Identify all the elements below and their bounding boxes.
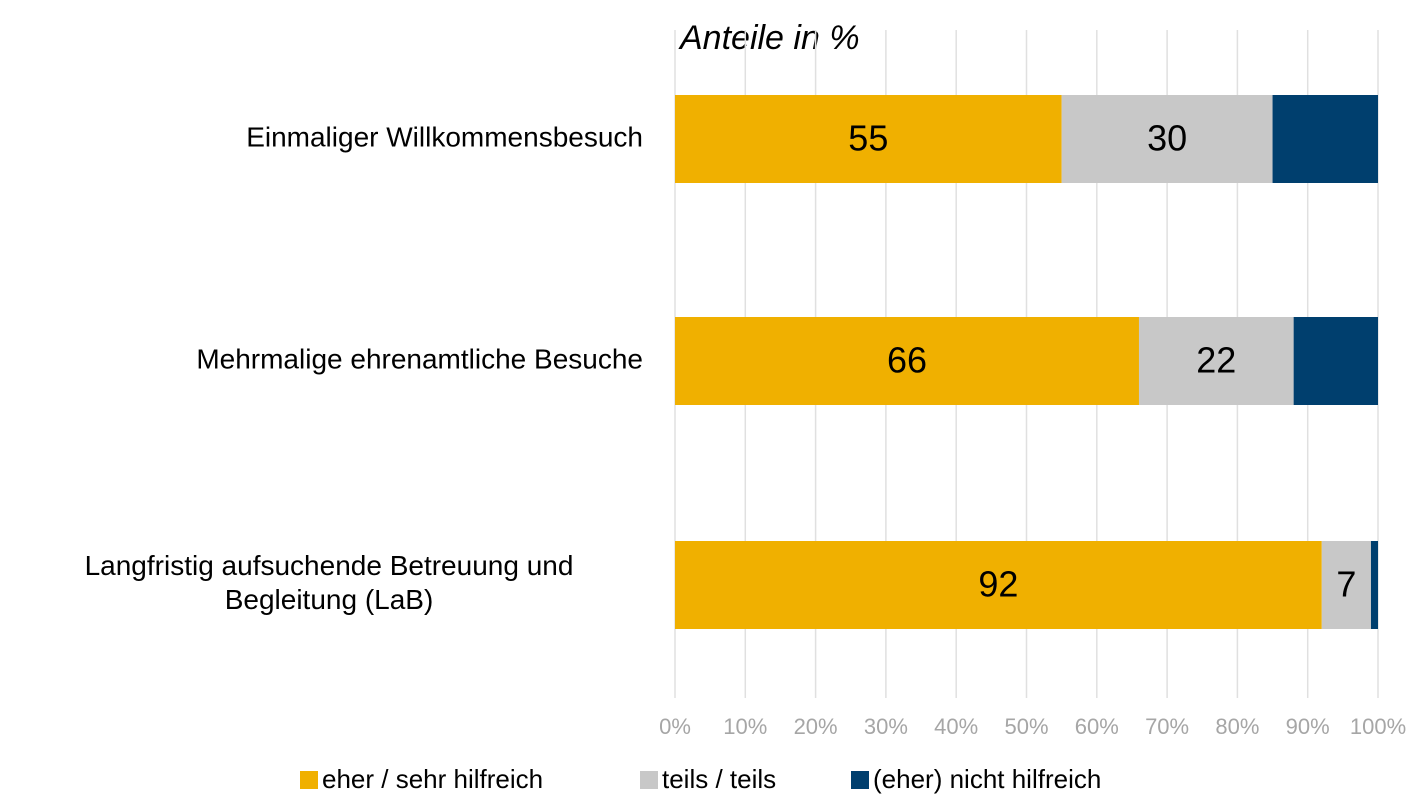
x-tick-label: 50%	[1004, 714, 1048, 739]
bar-segment	[1138, 317, 1294, 405]
x-tick-label: 10%	[723, 714, 767, 739]
data-label: 30	[1147, 118, 1187, 159]
x-tick-label: 70%	[1145, 714, 1189, 739]
data-label: 22	[1196, 340, 1236, 381]
bar-segment	[1061, 95, 1273, 183]
data-label: 55	[848, 118, 888, 159]
data-label: 92	[978, 564, 1018, 605]
bar-segment	[1321, 541, 1371, 629]
x-tick-label: 0%	[659, 714, 691, 739]
legend-label: teils / teils	[662, 764, 776, 794]
legend-swatch	[640, 771, 658, 789]
bar-segment	[675, 317, 1139, 405]
bar-segment	[675, 95, 1062, 183]
x-tick-label: 90%	[1286, 714, 1330, 739]
bar-segment	[675, 541, 1322, 629]
x-tick-label: 30%	[864, 714, 908, 739]
data-label: 7	[1336, 564, 1356, 605]
data-label: 66	[887, 340, 927, 381]
y-tick-label-line: Begleitung (LaB)	[225, 584, 434, 615]
bar-segment	[1293, 317, 1378, 405]
y-tick-label: Mehrmalige ehrenamtliche Besuche	[196, 343, 643, 374]
x-tick-label: 100%	[1350, 714, 1406, 739]
x-tick-label: 20%	[794, 714, 838, 739]
legend-label: (eher) nicht hilfreich	[873, 764, 1101, 794]
bar-segment	[1370, 541, 1378, 629]
legend-swatch	[851, 771, 869, 789]
x-tick-label: 40%	[934, 714, 978, 739]
legend-label: eher / sehr hilfreich	[322, 764, 543, 794]
y-tick-label: Einmaliger Willkommensbesuch	[246, 121, 643, 152]
y-tick-label: Langfristig aufsuchende Betreuung und Beg…	[85, 550, 574, 615]
legend-swatch	[300, 771, 318, 789]
bar-segment	[1272, 95, 1378, 183]
x-tick-label: 80%	[1215, 714, 1259, 739]
y-tick-label-line: Langfristig aufsuchende Betreuung und	[85, 550, 574, 581]
chart-title: Anteile in %	[678, 19, 860, 57]
x-tick-label: 60%	[1075, 714, 1119, 739]
